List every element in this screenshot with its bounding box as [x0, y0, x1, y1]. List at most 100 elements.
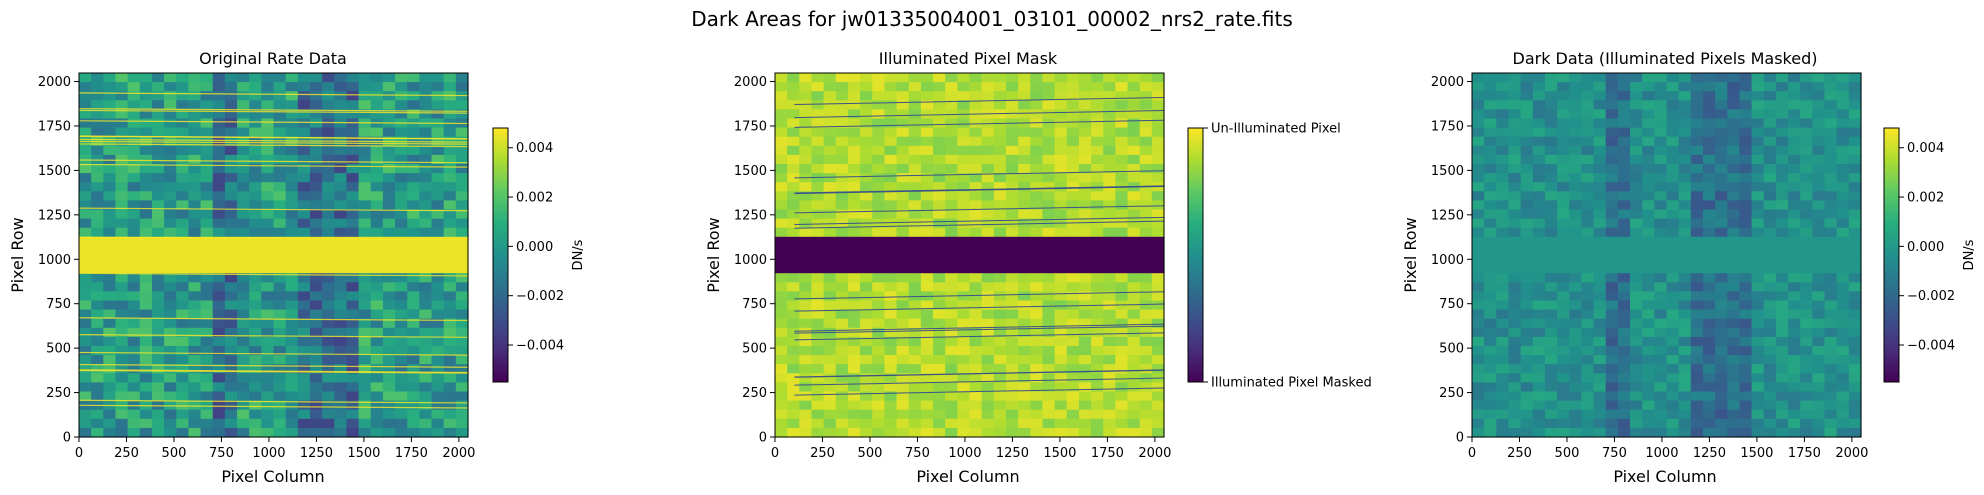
heatmap-cell — [358, 245, 372, 256]
heatmap-cell — [1836, 364, 1850, 374]
heatmap-cell — [455, 273, 469, 283]
heatmap-cell — [1127, 309, 1141, 320]
heatmap-cell — [358, 218, 372, 229]
heatmap-cell — [212, 82, 226, 92]
heatmap-cell — [127, 336, 141, 347]
heatmap-cell — [823, 400, 837, 411]
heatmap-cell — [1115, 364, 1129, 374]
heatmap-cell — [1042, 236, 1056, 247]
heatmap-cell — [1054, 409, 1068, 420]
heatmap-cell — [1775, 173, 1789, 183]
trace-streak — [78, 109, 469, 114]
heatmap-cell — [811, 200, 825, 211]
heatmap-cell — [1472, 318, 1485, 329]
heatmap-cell — [847, 200, 861, 211]
heatmap-cell — [358, 400, 372, 411]
heatmap-cell — [1042, 355, 1056, 365]
heatmap-cell — [443, 173, 457, 183]
heatmap-cell — [787, 154, 800, 165]
heatmap-cell — [1127, 273, 1141, 283]
heatmap-cell — [1848, 255, 1862, 265]
heatmap-cell — [419, 182, 433, 192]
heatmap-cell — [1557, 73, 1570, 83]
heatmap-cell — [1654, 391, 1668, 402]
heatmap-cell — [103, 264, 117, 274]
heatmap-cell — [1532, 182, 1546, 192]
heatmap-cell — [1654, 400, 1668, 411]
heatmap-cell — [1739, 255, 1753, 265]
heatmap-cell — [139, 191, 153, 201]
heatmap-cell — [188, 245, 202, 256]
heatmap-cell — [407, 427, 420, 438]
heatmap-cell — [1751, 427, 1765, 438]
heatmap-cell — [200, 173, 214, 183]
heatmap-cell — [261, 182, 275, 192]
heatmap-cell — [91, 255, 104, 265]
heatmap-cell — [872, 91, 886, 101]
heatmap-cell — [1066, 173, 1080, 183]
heatmap-cell — [969, 182, 983, 192]
heatmap-cell — [1042, 154, 1056, 165]
heatmap-cell — [1115, 145, 1129, 156]
heatmap-cell — [1078, 145, 1092, 156]
heatmap-cell — [1812, 318, 1826, 329]
heatmap-cell — [1763, 191, 1777, 201]
heatmap-cell — [1593, 318, 1607, 329]
heatmap-cell — [1557, 118, 1570, 129]
heatmap-cell — [346, 327, 360, 338]
heatmap-cell — [1593, 73, 1607, 83]
x-tick-label: 1000 — [948, 446, 981, 461]
heatmap-cell — [993, 109, 1007, 120]
heatmap-cell — [1139, 100, 1153, 110]
heatmap-cell — [188, 418, 202, 429]
heatmap-cell — [933, 218, 946, 229]
heatmap-cell — [969, 418, 983, 429]
heatmap-cell — [787, 264, 800, 274]
heatmap-cell — [1605, 291, 1619, 302]
heatmap-cell — [309, 273, 323, 283]
heatmap-cell — [358, 209, 372, 220]
heatmap-cell — [346, 300, 360, 311]
heatmap-cell — [847, 364, 861, 374]
heatmap-cell — [1484, 73, 1497, 83]
heatmap-cell — [79, 300, 92, 311]
heatmap-cell — [455, 309, 469, 320]
heatmap-cell — [188, 318, 202, 329]
heatmap-cell — [1544, 273, 1558, 283]
heatmap-cell — [1654, 255, 1668, 265]
heatmap-cell — [431, 164, 445, 174]
heatmap-cell — [933, 109, 946, 120]
heatmap-cell — [139, 364, 153, 374]
heatmap-cell — [285, 200, 299, 211]
heatmap-cell — [1066, 154, 1080, 165]
heatmap-cell — [151, 264, 165, 274]
heatmap-cell — [1800, 427, 1813, 438]
heatmap-cell — [200, 255, 214, 265]
heatmap-cell — [431, 264, 445, 274]
heatmap-cell — [1581, 382, 1595, 393]
heatmap-cell — [1091, 209, 1104, 220]
heatmap-cell — [1103, 245, 1116, 256]
heatmap-cell — [1690, 91, 1704, 101]
y-tick-label: 1750 — [1431, 119, 1464, 134]
heatmap-cell — [1848, 245, 1862, 256]
heatmap-cell — [1654, 336, 1668, 347]
heatmap-cell — [1690, 300, 1704, 311]
heatmap-cell — [1654, 136, 1668, 147]
heatmap-cell — [200, 382, 214, 393]
heatmap-cell — [1005, 264, 1019, 274]
heatmap-cell — [261, 346, 275, 356]
heatmap-cell — [823, 382, 837, 393]
heatmap-cell — [188, 73, 202, 83]
heatmap-cell — [1702, 318, 1716, 329]
heatmap-cell — [1630, 282, 1643, 292]
heatmap-cell — [273, 209, 287, 220]
colorbar — [492, 127, 509, 383]
heatmap-cell — [1091, 164, 1104, 174]
heatmap-cell — [224, 182, 238, 192]
heatmap-cell — [933, 236, 946, 247]
heatmap-cell — [1751, 418, 1765, 429]
heatmap-cell — [1775, 327, 1789, 338]
heatmap-cell — [370, 327, 384, 338]
heatmap-cell — [164, 291, 177, 302]
